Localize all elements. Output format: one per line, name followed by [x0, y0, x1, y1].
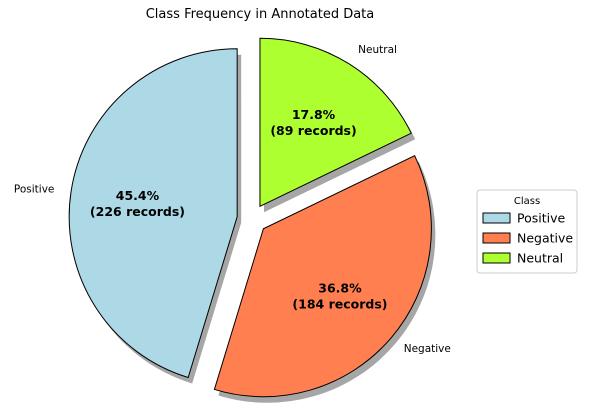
label-layer: Positive 45.4% (226 records)Negative36.8%(…	[14, 44, 451, 355]
chart-title: Class Frequency in Annotated Data	[146, 7, 375, 22]
legend-label-neutral: Neutral	[517, 251, 563, 266]
slice-percent-positive: 45.4%	[116, 188, 160, 203]
pie-slice-negative	[213, 154, 432, 398]
slice-count-negative: (184 records)	[292, 296, 387, 311]
slice-value-label-positive: 45.4% (226 records)	[90, 188, 185, 219]
slice-label-positive: Positive	[14, 184, 54, 196]
slice-label-negative: Negative	[404, 343, 451, 355]
legend-title: Class	[514, 196, 540, 207]
slice-count-positive: (226 records)	[90, 204, 185, 219]
slice-value-label-neutral: 17.8% (89 records)	[270, 107, 356, 138]
legend-label-negative: Negative	[517, 231, 573, 246]
slice-layer	[68, 37, 432, 398]
legend-swatch-positive	[482, 212, 511, 224]
slice-value-label-negative: 36.8% (184 records)	[292, 280, 387, 311]
slice-percent-negative: 36.8%	[318, 280, 362, 295]
legend-swatch-neutral	[482, 252, 511, 264]
legend-label-positive: Positive	[517, 211, 565, 226]
slice-label-neutral: Neutral	[358, 44, 397, 56]
pie-slice-neutral	[259, 37, 412, 208]
legend-box	[476, 189, 578, 274]
slice-percent-neutral: 17.8%	[292, 107, 336, 122]
legend-swatch-negative	[482, 232, 511, 244]
slice-count-neutral: (89 records)	[270, 123, 356, 138]
legend: Class Positive Negative Neutral	[476, 189, 578, 274]
pie-slice-positive	[68, 48, 238, 379]
